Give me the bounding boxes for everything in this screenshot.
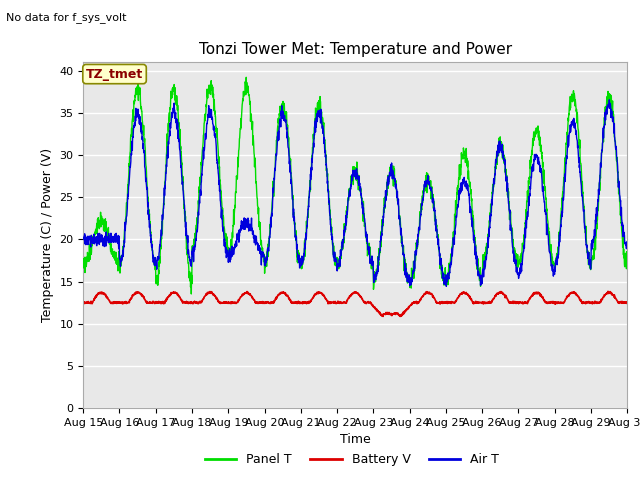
Text: TZ_tmet: TZ_tmet	[86, 68, 143, 81]
Legend: Panel T, Battery V, Air T: Panel T, Battery V, Air T	[200, 448, 504, 471]
Y-axis label: Temperature (C) / Power (V): Temperature (C) / Power (V)	[41, 148, 54, 322]
Text: No data for f_sys_volt: No data for f_sys_volt	[6, 12, 127, 23]
X-axis label: Time: Time	[340, 433, 371, 446]
Title: Tonzi Tower Met: Temperature and Power: Tonzi Tower Met: Temperature and Power	[198, 42, 512, 57]
